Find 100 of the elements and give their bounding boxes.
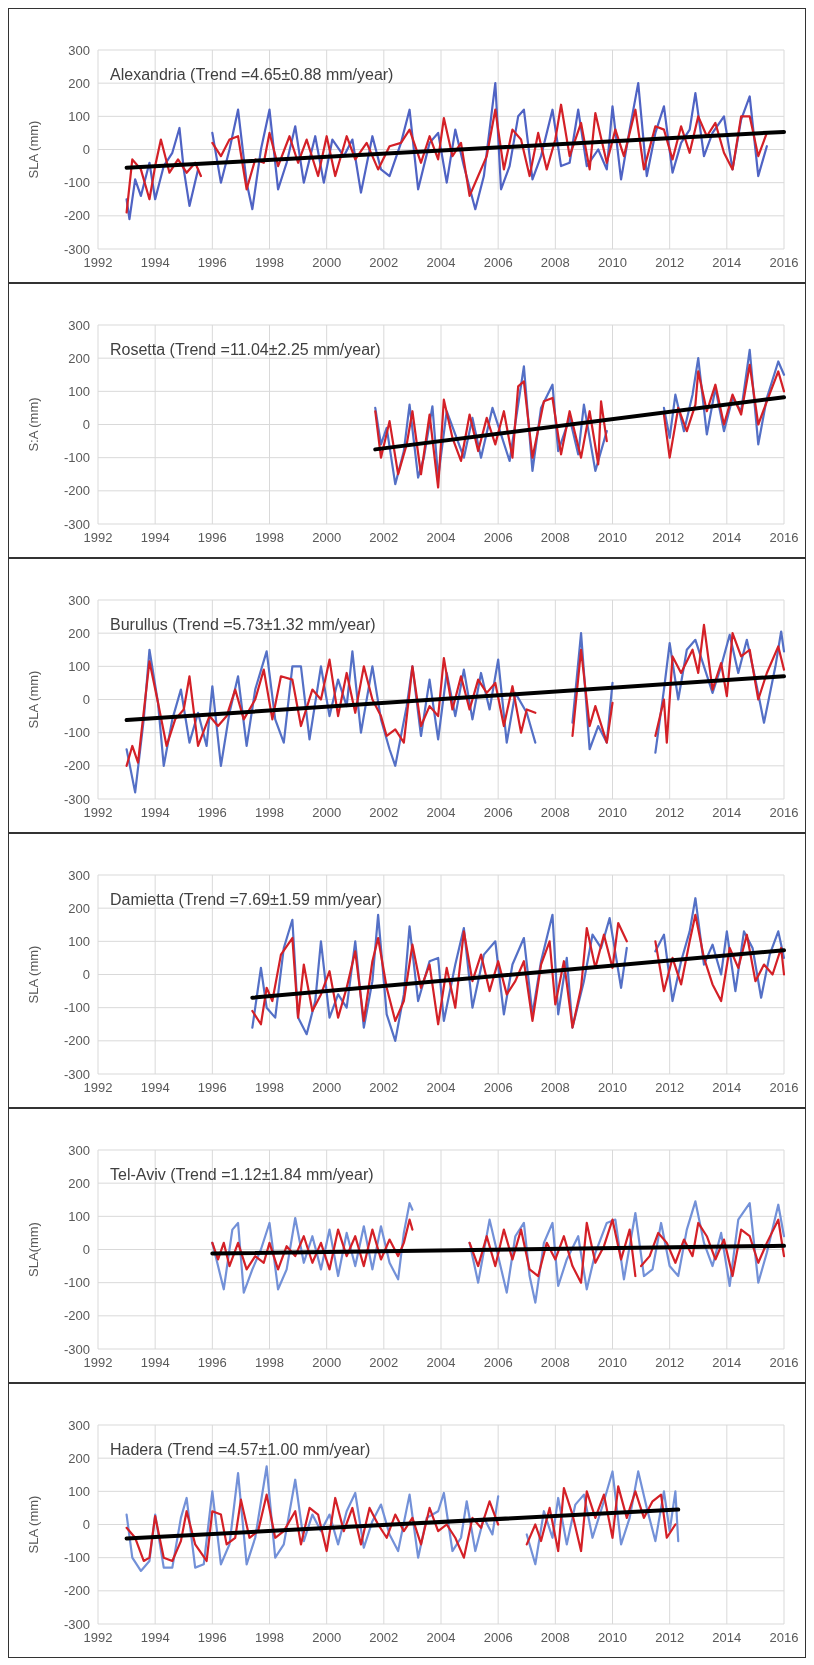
x-tick-label: 1994: [140, 1355, 170, 1370]
x-tick-label: 2010: [598, 1355, 627, 1370]
y-tick-label: 100: [68, 383, 90, 399]
x-tick-label: 1998: [255, 1630, 284, 1645]
x-tick-label: 2006: [483, 1630, 513, 1645]
x-tick-label: 2000: [312, 805, 342, 820]
y-tick-label: 300: [68, 867, 90, 883]
y-tick-label: 300: [68, 1142, 90, 1158]
x-tick-label: 2000: [312, 530, 342, 545]
x-tick-label: 2014: [712, 255, 742, 270]
x-tick-label: 2004: [426, 1355, 456, 1370]
text: Alexandria (Trend =4.65±0.88 mm/year): [110, 66, 394, 83]
text: Damietta (Trend =7.69±1.59 mm/year): [110, 891, 382, 908]
x-tick-label: 2000: [312, 1355, 342, 1370]
y-tick-label: 200: [68, 1450, 90, 1466]
y-tick-label: 0: [82, 1517, 90, 1532]
y-tick-label: -300: [63, 1341, 90, 1357]
x-tick-label: 2014: [712, 1080, 742, 1095]
x-tick-label: 2000: [312, 255, 342, 270]
x-tick-label: 1998: [255, 530, 284, 545]
x-tick-label: 1994: [140, 1080, 170, 1095]
y-tick-label: 100: [68, 658, 90, 674]
x-tick-label: 2006: [483, 1355, 513, 1370]
x-tick-label: 1998: [255, 255, 284, 270]
x-tick-label: 2008: [540, 1355, 570, 1370]
y-tick-label: 0: [82, 417, 90, 432]
y-tick-label: 0: [82, 967, 90, 982]
x-tick-label: 2016: [769, 1080, 799, 1095]
text: Hadera (Trend =4.57±1.00 mm/year): [110, 1441, 371, 1458]
x-tick-label: 2012: [655, 1630, 685, 1645]
x-tick-label: 1996: [197, 805, 227, 820]
y-axis-title: SLA (mm): [26, 670, 41, 729]
y-tick-label: -100: [63, 1000, 90, 1016]
y-tick-label: -300: [63, 241, 90, 257]
y-tick-label: -200: [63, 758, 90, 774]
x-tick-label: 1998: [255, 805, 284, 820]
x-tick-label: 2002: [369, 805, 399, 820]
y-axis-title: S:A (mm): [26, 397, 41, 452]
x-tick-label: 2014: [712, 530, 742, 545]
x-tick-label: 2006: [483, 530, 513, 545]
y-tick-label: -100: [63, 1275, 90, 1291]
x-tick-label: 2008: [540, 1080, 570, 1095]
y-tick-label: 0: [82, 1242, 90, 1257]
x-tick-label: 2002: [369, 1080, 399, 1095]
x-tick-label: 2004: [426, 1080, 456, 1095]
x-tick-label: 1992: [83, 1630, 113, 1645]
x-tick-label: 2004: [426, 805, 456, 820]
x-tick-label: 2000: [312, 1080, 342, 1095]
x-tick-label: 2010: [598, 255, 627, 270]
y-tick-label: 300: [68, 1417, 90, 1433]
x-tick-label: 1998: [255, 1355, 284, 1370]
x-tick-label: 1994: [140, 1630, 170, 1645]
x-tick-label: 2012: [655, 255, 685, 270]
y-tick-label: -300: [63, 516, 90, 532]
y-tick-label: -100: [63, 725, 90, 741]
x-tick-label: 2012: [655, 530, 685, 545]
y-tick-label: 100: [68, 1483, 90, 1499]
text: Burullus (Trend =5.73±1.32 mm/year): [110, 616, 376, 633]
y-tick-label: 200: [68, 1175, 90, 1191]
x-tick-label: 2002: [369, 255, 399, 270]
x-tick-label: 2008: [540, 255, 570, 270]
text: Tel-Aviv (Trend =1.12±1.84 mm/year): [110, 1166, 374, 1183]
x-tick-label: 2016: [769, 1630, 799, 1645]
y-tick-label: 100: [68, 108, 90, 124]
y-tick-label: 0: [82, 692, 90, 707]
x-tick-label: 2004: [426, 1630, 456, 1645]
x-tick-label: 2004: [426, 530, 456, 545]
y-tick-label: -100: [63, 450, 90, 466]
x-tick-label: 1998: [255, 1080, 284, 1095]
x-tick-label: 2016: [769, 1355, 799, 1370]
x-tick-label: 2014: [712, 1630, 742, 1645]
x-tick-label: 1996: [197, 1630, 227, 1645]
x-tick-label: 2006: [483, 805, 513, 820]
y-axis-title: SLA (mm): [26, 945, 41, 1004]
x-tick-label: 2008: [540, 1630, 570, 1645]
x-tick-label: 1996: [197, 530, 227, 545]
y-axis-title: SLA(mm): [26, 1222, 41, 1277]
x-tick-label: 2002: [369, 1630, 399, 1645]
x-tick-label: 1996: [197, 1355, 227, 1370]
y-tick-label: -100: [63, 175, 90, 191]
text: Rosetta (Trend =11.04±2.25 mm/year): [110, 341, 381, 358]
x-tick-label: 2014: [712, 805, 742, 820]
x-tick-label: 2016: [769, 255, 799, 270]
x-tick-label: 1992: [83, 1080, 113, 1095]
y-tick-label: 300: [68, 317, 90, 333]
x-tick-label: 2008: [540, 530, 570, 545]
y-tick-label: 300: [68, 592, 90, 608]
x-tick-label: 1994: [140, 805, 170, 820]
y-tick-label: -200: [63, 208, 90, 224]
y-tick-label: 100: [68, 1208, 90, 1224]
y-tick-label: -200: [63, 1033, 90, 1049]
y-tick-label: -200: [63, 483, 90, 499]
x-tick-label: 2016: [769, 530, 799, 545]
x-tick-label: 2010: [598, 805, 627, 820]
x-tick-label: 2010: [598, 530, 627, 545]
y-tick-label: 300: [68, 42, 90, 58]
x-tick-label: 1992: [83, 255, 113, 270]
x-tick-label: 2002: [369, 530, 399, 545]
x-tick-label: 1994: [140, 255, 170, 270]
y-tick-label: -100: [63, 1550, 90, 1566]
